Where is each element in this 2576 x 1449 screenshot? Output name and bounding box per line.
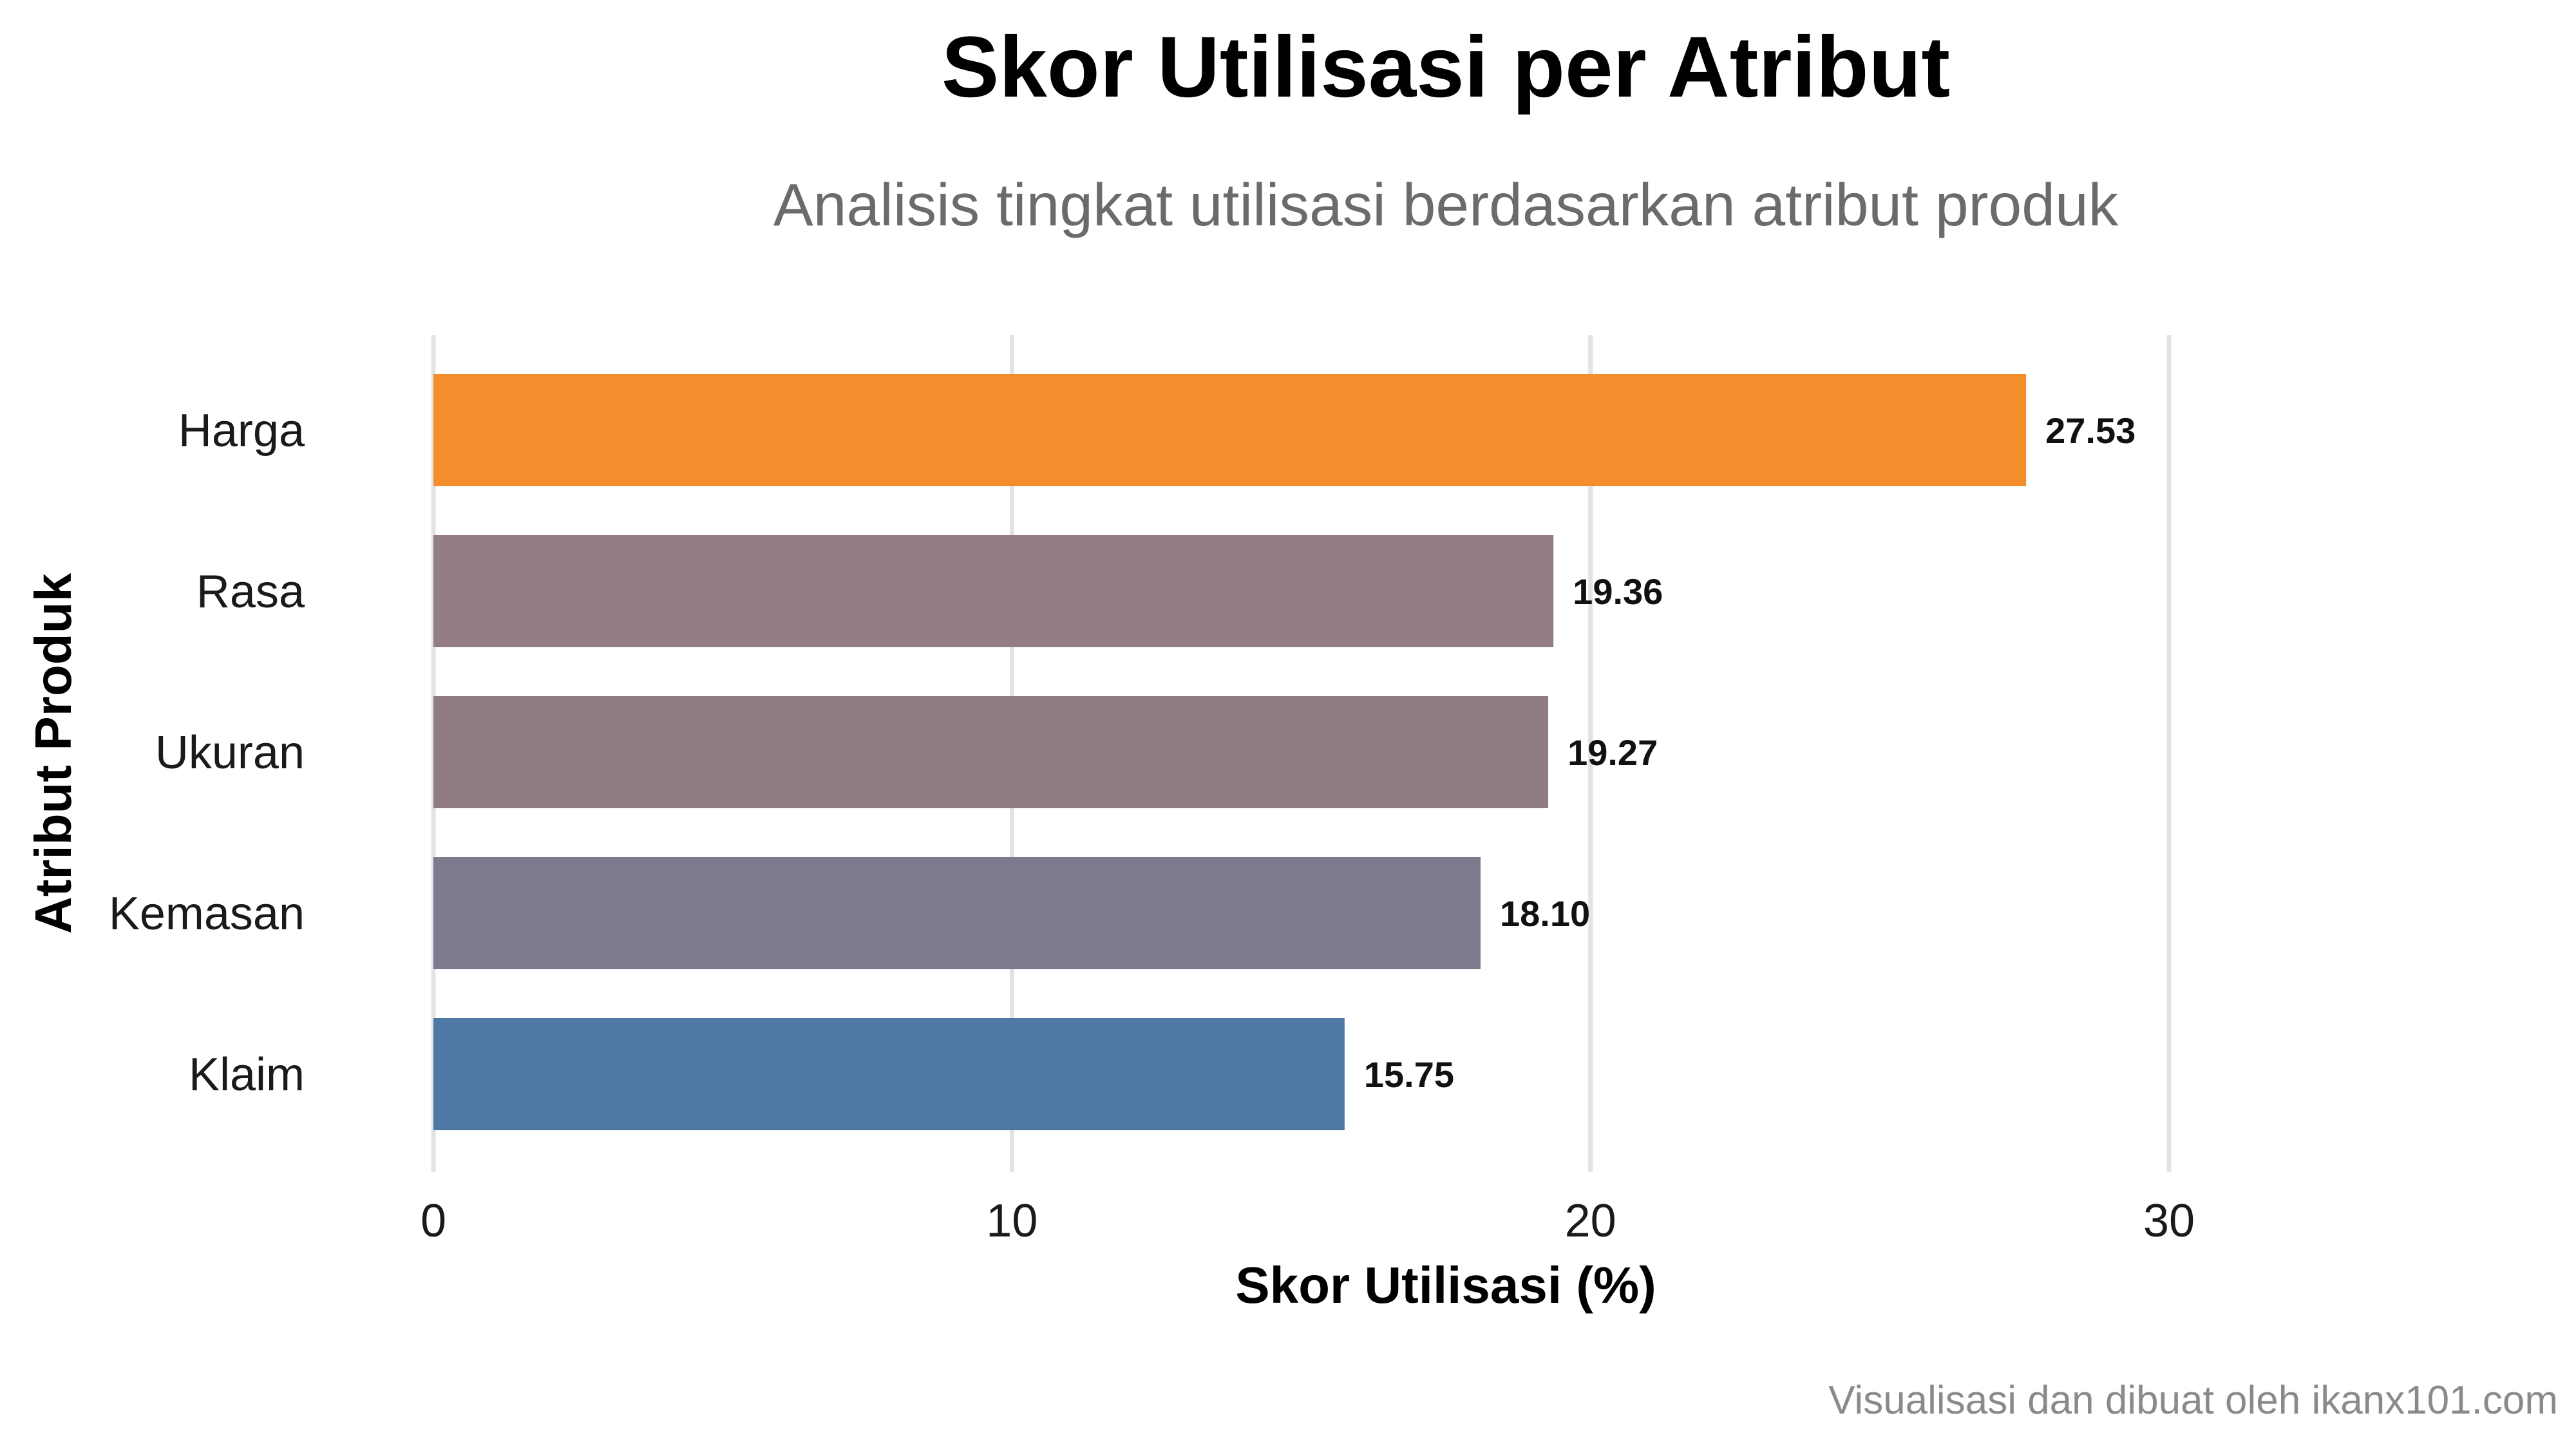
bars [433, 374, 2027, 1130]
bar-klaim [433, 1018, 1345, 1130]
data-label-harga: 27.53 [2045, 410, 2136, 451]
x-axis-title: Skor Utilisasi (%) [1235, 1256, 1656, 1314]
data-label-ukuran: 19.27 [1567, 732, 1658, 773]
data-labels: 27.53 19.36 19.27 18.10 15.75 [1364, 410, 2136, 1095]
data-label-kemasan: 18.10 [1500, 893, 1590, 934]
y-tick-label-harga: Harga [178, 405, 305, 457]
bar-ukuran [433, 696, 1549, 808]
x-tick-label: 0 [421, 1195, 446, 1247]
x-tick-label: 30 [2143, 1195, 2195, 1247]
bar-rasa [433, 535, 1554, 647]
bar-kemasan [433, 857, 1481, 969]
bar-harga [433, 374, 2027, 486]
y-tick-label-ukuran: Ukuran [155, 727, 305, 779]
data-label-klaim: 15.75 [1364, 1054, 1454, 1095]
chart-title: Skor Utilisasi per Atribut [942, 19, 1950, 115]
y-axis-tick-labels: Harga Rasa Ukuran Kemasan Klaim [109, 405, 305, 1101]
x-tick-label: 20 [1565, 1195, 1616, 1247]
x-axis-tick-labels: 0 10 20 30 [421, 1195, 2195, 1247]
x-tick-label: 10 [986, 1195, 1037, 1247]
chart-subtitle: Analisis tingkat utilisasi berdasarkan a… [773, 171, 2119, 238]
caption: Visualisasi dan dibuat oleh ikanx101.com [1828, 1378, 2558, 1423]
y-axis-title: Atribut Produk [24, 573, 82, 934]
data-label-rasa: 19.36 [1573, 571, 1663, 612]
y-tick-label-kemasan: Kemasan [109, 888, 305, 940]
y-tick-label-rasa: Rasa [196, 566, 305, 618]
y-tick-label-klaim: Klaim [189, 1049, 305, 1101]
